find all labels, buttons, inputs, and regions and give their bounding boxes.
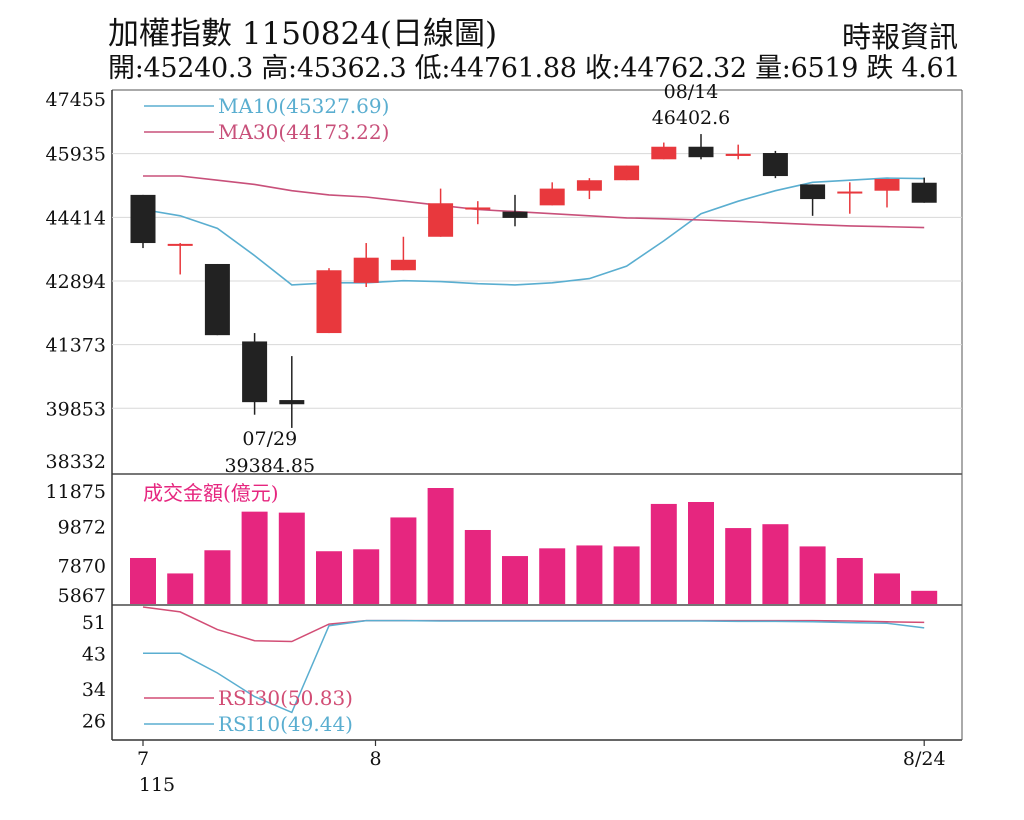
low-annotation-date: 07/29: [242, 428, 297, 450]
x-axis: 7 115 8 8/24: [137, 740, 946, 796]
price-stats: 開:45240.3 高:45362.3 低:44761.88 收:44762.3…: [108, 53, 961, 84]
volume-bar: [241, 511, 268, 604]
x-tick-sublabel: 115: [139, 774, 175, 796]
candle-body: [614, 165, 640, 181]
volume-tick-label: 7870: [58, 555, 106, 577]
candle-body: [316, 270, 342, 334]
volume-bar: [725, 528, 752, 604]
price-tick-label: 39853: [46, 398, 106, 420]
volume-bar: [167, 573, 194, 604]
ma10-line: [142, 177, 925, 286]
candle-body: [762, 153, 788, 177]
volume-bar: [911, 590, 938, 604]
volume-bar: [204, 550, 231, 604]
volume-bar: [613, 546, 640, 604]
rsi-panel: 51 43 34 26 RSI30(50.83)RSI10(49.44): [82, 606, 925, 736]
volume-bar: [390, 517, 417, 604]
candle-body: [651, 146, 677, 160]
volume-tick-label: 11875: [46, 481, 106, 503]
price-tick-label: 45935: [46, 144, 106, 166]
chart-frame: [111, 89, 963, 741]
chart-title: 加權指數 1150824(日線圖): [108, 16, 498, 52]
price-tick-label: 38332: [46, 451, 106, 473]
candle-body: [800, 184, 826, 200]
candle-body: [837, 191, 863, 194]
candle-body: [242, 341, 268, 403]
volume-bar: [316, 551, 342, 604]
volume-bar: [130, 557, 156, 604]
high-annotation-value: 46402.6: [652, 107, 731, 129]
volume-bar: [688, 501, 714, 604]
volume-bar: [650, 503, 677, 604]
candle-body: [688, 146, 714, 158]
volume-bar: [762, 524, 789, 604]
candle-body: [502, 211, 528, 218]
volume-bar: [427, 488, 454, 604]
ma10-legend-label: MA10(45327.69): [218, 94, 389, 118]
volume-tick-label: 9872: [58, 517, 106, 539]
rsi-tick-label: 51: [82, 612, 106, 634]
rsi10-line: [143, 619, 925, 714]
volume-bar: [874, 573, 900, 604]
volume-tick-label: 5867: [58, 585, 106, 607]
candle-body: [911, 182, 937, 203]
rsi30-legend-label: RSI30(50.83): [218, 686, 353, 710]
volume-title: 成交金額(億元): [143, 481, 279, 505]
candle-body: [353, 257, 379, 283]
price-tick-label: 47455: [46, 89, 106, 111]
volume-bar: [799, 546, 826, 604]
candle-body: [465, 207, 491, 210]
volume-bar: [502, 556, 528, 604]
volume-bar: [539, 548, 566, 604]
ma30-legend-label: MA30(44173.22): [218, 120, 389, 144]
volume-bar: [836, 557, 863, 604]
x-tick-label: 8/24: [903, 748, 946, 770]
x-tick-label: 7: [137, 748, 149, 770]
price-tick-label: 42894: [46, 271, 106, 293]
ma30-line: [143, 175, 925, 229]
candle-body: [204, 263, 230, 336]
rsi10-legend-label: RSI10(49.44): [218, 712, 353, 736]
price-panel: 47455 45935 44414 42894 41373 39853 38332 07/29…: [46, 81, 962, 477]
volume-bar: [353, 549, 380, 604]
rsi-tick-label: 43: [82, 643, 106, 665]
candle-body: [539, 188, 565, 206]
price-tick-label: 44414: [46, 207, 106, 229]
candle-body: [725, 153, 751, 156]
rsi30-line: [142, 606, 925, 643]
rsi-tick-label: 34: [82, 679, 106, 701]
source-label: 時報資訊: [841, 20, 958, 54]
candle-body: [576, 180, 602, 191]
candle-body: [279, 400, 305, 405]
volume-panel: 11875 9872 7870 5867 成交金額(億元): [46, 481, 938, 607]
candle-body: [874, 178, 900, 191]
candle-body: [428, 203, 454, 237]
high-annotation-date: 08/14: [664, 81, 719, 103]
volume-bar: [464, 529, 491, 604]
candle-body: [167, 243, 193, 246]
price-tick-label: 41373: [46, 335, 106, 357]
low-annotation-value: 39384.85: [224, 455, 315, 477]
candle-body: [390, 259, 416, 271]
rsi-tick-label: 26: [82, 710, 106, 732]
volume-bar: [576, 545, 603, 604]
candle-body: [130, 194, 156, 244]
x-tick-label: 8: [369, 748, 381, 770]
volume-bar: [278, 512, 305, 604]
